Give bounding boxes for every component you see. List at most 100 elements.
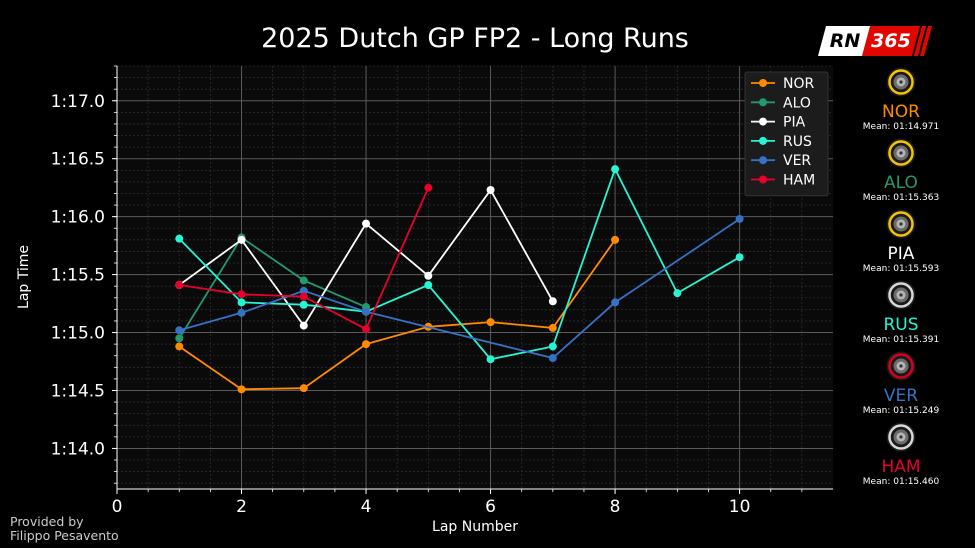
data-point-ham	[424, 183, 433, 192]
x-tick-label: 6	[485, 497, 496, 517]
data-point-pia	[237, 235, 246, 244]
y-tick-label: 1:14.5	[51, 381, 105, 401]
data-point-nor	[237, 385, 246, 394]
data-point-ver	[735, 214, 744, 223]
credit-line-1: Provided by	[10, 514, 84, 529]
y-tick-label: 1:16.0	[51, 208, 105, 228]
driver-mean-time: Mean: 01:15.391	[862, 335, 940, 345]
legend-label-rus: RUS	[783, 134, 812, 150]
driver-code: HAM	[881, 457, 921, 477]
tyre-icon	[886, 280, 916, 310]
legend-label-ver: VER	[783, 153, 811, 169]
y-axis-label: Lap Time	[16, 245, 32, 309]
driver-card-rus: RUS Mean: 01:15.391	[846, 280, 956, 346]
driver-code: RUS	[883, 315, 919, 335]
driver-card-ver: VER Mean: 01:15.249	[846, 351, 956, 417]
driver-mean-time: Mean: 01:15.460	[862, 477, 940, 487]
data-point-rus	[237, 298, 246, 307]
driver-card-nor: NOR Mean: 01:14.971	[846, 67, 956, 133]
driver-mean-time: Mean: 01:15.593	[862, 264, 940, 274]
x-tick-label: 4	[361, 497, 372, 517]
data-point-nor	[175, 342, 184, 351]
credit-line-2: Filippo Pesavento	[10, 528, 119, 543]
grid-lines	[116, 65, 833, 489]
series-lines	[175, 165, 744, 394]
data-point-rus	[735, 253, 744, 262]
driver-mean-time: Mean: 01:15.249	[862, 406, 940, 416]
data-point-pia	[486, 186, 495, 195]
credit: Provided by Filippo Pesavento	[10, 515, 119, 543]
series-line-nor	[178, 239, 616, 391]
legend: NOR ALO PIA RUS VER HAM	[744, 71, 829, 197]
logo-rn-text: RN	[829, 30, 861, 52]
legend-marker	[759, 117, 767, 126]
y-tick-label: 1:16.5	[51, 150, 105, 170]
data-point-rus	[611, 165, 620, 174]
data-point-rus	[548, 342, 557, 351]
data-point-nor	[362, 340, 371, 349]
tyre-icon	[886, 138, 916, 168]
tyre-icon	[886, 209, 916, 239]
data-point-alo	[299, 276, 308, 285]
data-point-ver	[237, 308, 246, 317]
tyre-icon	[886, 67, 916, 97]
data-point-nor	[486, 318, 495, 327]
y-tick-label: 1:14.0	[51, 439, 105, 459]
axes: 0 2 4 6 8 10 1:14.0 1:14.5 1:15.0 1:15.5 1:16.0 1:1…	[51, 65, 833, 517]
legend-label-pia: PIA	[783, 115, 806, 131]
driver-card-alo: ALO Mean: 01:15.363	[846, 138, 956, 204]
data-point-ver	[611, 298, 620, 307]
driver-mean-time: Mean: 01:14.971	[862, 122, 940, 132]
driver-card-ham: HAM Mean: 01:15.460	[846, 422, 956, 488]
data-point-rus	[673, 289, 682, 298]
chart-title: 2025 Dutch GP FP2 - Long Runs	[261, 23, 689, 54]
data-point-pia	[424, 271, 433, 280]
data-point-pia	[362, 219, 371, 228]
driver-card-pia: PIA Mean: 01:15.593	[846, 209, 956, 275]
data-point-pia	[299, 321, 308, 330]
legend-label-alo: ALO	[783, 95, 811, 111]
data-point-nor	[548, 323, 557, 332]
data-point-ver	[175, 326, 184, 335]
data-point-ver	[548, 354, 557, 363]
driver-code: NOR	[882, 102, 920, 122]
legend-label-ham: HAM	[783, 173, 815, 189]
tyre-icon	[886, 351, 916, 381]
legend-marker	[759, 156, 767, 165]
series-line-alo	[178, 236, 367, 339]
data-point-ham	[362, 325, 371, 334]
legend-marker	[759, 136, 767, 145]
data-point-ham	[175, 281, 184, 290]
data-point-pia	[548, 297, 557, 306]
legend-label-nor: NOR	[783, 76, 814, 92]
data-point-ham	[299, 292, 308, 301]
data-point-rus	[175, 234, 184, 243]
y-tick-label: 1:15.0	[51, 324, 105, 344]
driver-code: VER	[883, 386, 919, 406]
x-tick-label: 10	[729, 497, 751, 517]
x-tick-label: 8	[610, 497, 621, 517]
data-point-nor	[299, 384, 308, 393]
y-tick-label: 1:17.0	[51, 92, 105, 112]
tyre-icon	[886, 422, 916, 452]
x-axis-label: Lap Number	[432, 519, 518, 535]
legend-marker	[759, 98, 767, 107]
plot-area	[117, 66, 833, 489]
data-point-rus	[299, 300, 308, 309]
data-point-ham	[237, 290, 246, 299]
driver-code: PIA	[887, 244, 915, 264]
data-point-rus	[424, 281, 433, 290]
data-point-ver	[299, 286, 308, 295]
y-tick-label: 1:15.5	[51, 266, 105, 286]
rn365-logo: RN 365	[817, 26, 933, 56]
data-point-alo	[175, 334, 184, 343]
legend-marker	[759, 175, 767, 184]
data-point-ver	[362, 307, 371, 316]
series-line-rus	[178, 166, 741, 361]
driver-code: ALO	[884, 173, 918, 193]
logo-365-text: 365	[871, 30, 911, 52]
data-point-rus	[486, 355, 495, 364]
x-tick-label: 0	[112, 497, 123, 517]
driver-mean-time: Mean: 01:15.363	[862, 193, 940, 203]
